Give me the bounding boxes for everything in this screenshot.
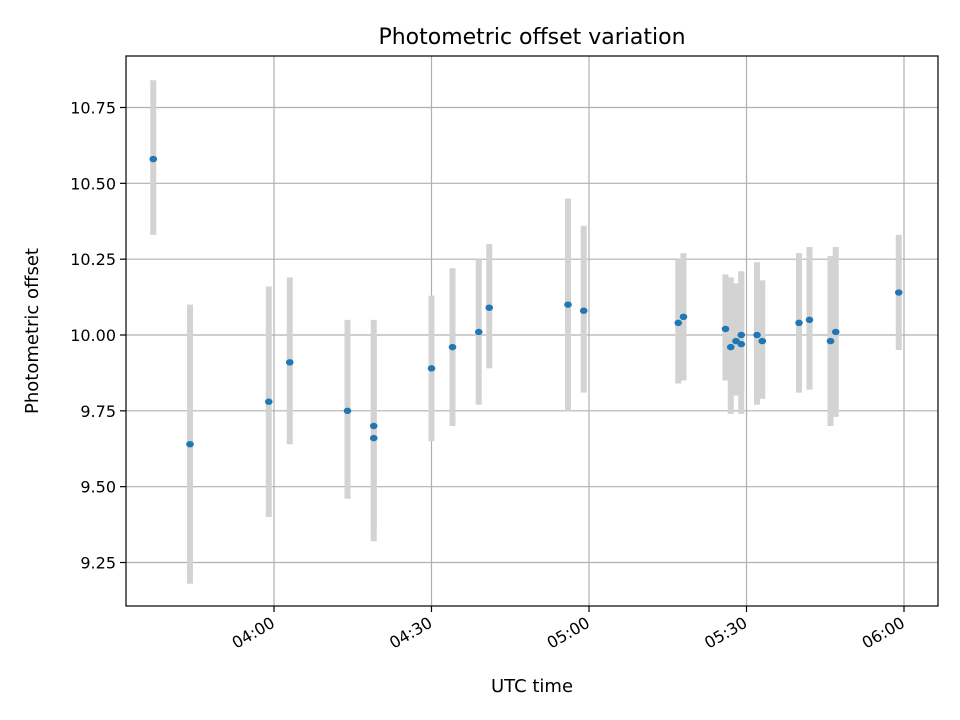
data-point [149,155,158,163]
data-point [795,319,803,327]
data-point [369,422,378,430]
data-point [369,434,378,442]
data-point [674,319,683,327]
data-point [753,331,761,339]
y-tick-label: 10.75 [70,99,116,118]
y-tick-label: 9.25 [80,554,116,573]
y-tick-label: 10.50 [70,174,116,193]
x-tick-label: 06:00 [859,613,908,653]
data-point [579,307,588,314]
data-point [679,313,688,320]
plot-frame [125,55,939,607]
data-point [826,337,835,345]
y-tick-label: 9.75 [80,402,116,421]
data-point [758,337,767,345]
data-point [564,301,572,308]
data-point [448,343,457,351]
error-bars [150,80,902,584]
data-point [343,407,352,415]
grid [126,56,938,606]
data-point [726,343,735,351]
data-point [831,328,840,336]
data-point [737,331,746,339]
x-tick-label: 04:30 [386,613,435,653]
y-axis-ticks: 9.25 9.50 9.75 10.00 10.25 10.50 10.75 [70,99,126,573]
x-axis-label: UTC time [491,676,573,697]
x-axis-ticks: 04:00 04:30 05:00 05:30 06:00 [229,606,908,653]
data-point [721,325,730,333]
y-tick-label: 10.25 [70,250,116,269]
y-tick-label: 10.00 [70,326,116,345]
data-point [894,289,903,296]
chart-title: Photometric offset variation [378,25,685,50]
x-tick-label: 05:30 [701,613,750,653]
y-tick-label: 9.50 [80,478,116,497]
x-tick-label: 05:00 [544,613,593,653]
data-point [264,398,273,405]
data-point [186,441,194,448]
data-point [427,365,436,372]
data-point [805,316,814,324]
y-axis-label: Photometric offset [22,248,43,414]
x-tick-label: 04:00 [229,613,278,653]
data-point [474,328,483,336]
data-point [485,304,494,311]
data-point [285,359,294,366]
data-points [149,155,903,448]
data-point [737,340,746,348]
